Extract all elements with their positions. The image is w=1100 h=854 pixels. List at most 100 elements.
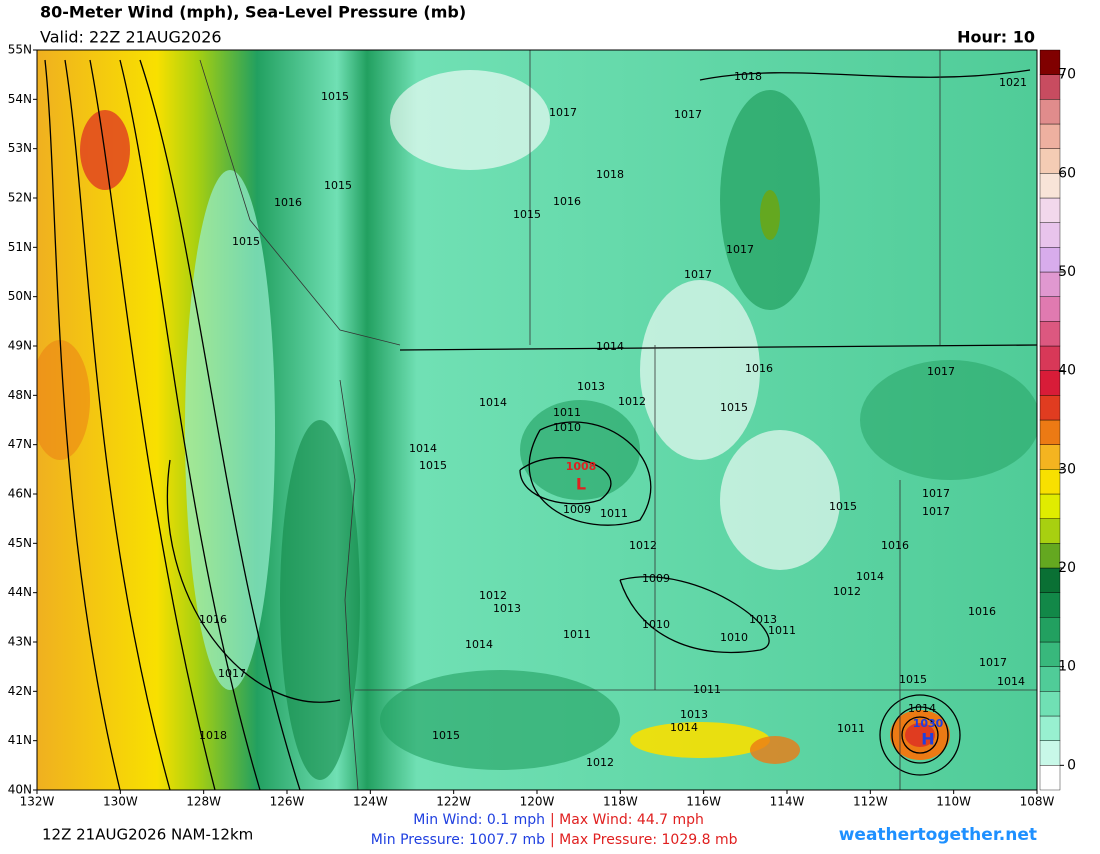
colorbar-swatch [1039, 49, 1061, 75]
colorbar-label: 70 [1058, 67, 1076, 83]
low-pressure: 1008 [566, 460, 597, 473]
isobar-label: 1010 [553, 421, 581, 434]
colorbar-label: 50 [1058, 264, 1076, 280]
lat-label: 48N [8, 388, 32, 402]
lat-label: 42N [8, 684, 32, 698]
isobar-label: 1010 [642, 618, 670, 631]
isobar-label: 1016 [274, 196, 302, 209]
colorbar-swatch [1039, 740, 1061, 766]
isobar-label: 1013 [680, 708, 708, 721]
min-pressure: Min Pressure: 1007.7 mb [371, 832, 545, 848]
colorbar-swatch [1039, 567, 1061, 593]
isobar-label: 1015 [432, 729, 460, 742]
colorbar-label: 0 [1067, 757, 1076, 773]
lat-label: 46N [8, 487, 32, 501]
isobar-label: 1021 [999, 76, 1027, 89]
high-symbol: H [921, 730, 934, 749]
isobar-label: 1010 [720, 631, 748, 644]
colorbar-label: 40 [1058, 363, 1076, 379]
lon-label: 116W [686, 795, 721, 809]
isobar-label: 1015 [324, 179, 352, 192]
colorbar-swatch [1039, 666, 1061, 692]
lon-label: 132W [20, 795, 55, 809]
isobar-label: 1016 [881, 539, 909, 552]
lon-label: 114W [770, 795, 805, 809]
lat-label: 51N [8, 240, 32, 254]
lat-label: 54N [8, 92, 32, 106]
lon-label: 128W [186, 795, 221, 809]
isobar-label: 1014 [670, 721, 698, 734]
lat-label: 41N [8, 733, 32, 747]
isobar-label: 1017 [922, 487, 950, 500]
lat-label: 47N [8, 437, 32, 451]
isobar-label: 1015 [513, 208, 541, 221]
valid-time: Valid: 22Z 21AUG2026 [40, 28, 222, 47]
isobar-label: 1012 [833, 585, 861, 598]
isobar-label: 1012 [479, 589, 507, 602]
colorbar-swatch [1039, 419, 1061, 445]
isobar-label: 1016 [968, 605, 996, 618]
colorbar-swatch [1039, 123, 1061, 149]
title: 80-Meter Wind (mph), Sea-Level Pressure … [40, 3, 466, 22]
colorbar-swatch [1039, 345, 1061, 371]
isobar-label: 1015 [419, 459, 447, 472]
min-wind: Min Wind: 0.1 mph [413, 812, 545, 828]
colorbar-swatch [1039, 370, 1061, 396]
lat-label: 52N [8, 191, 32, 205]
isobar-label: 1017 [218, 667, 246, 680]
colorbar-swatch [1039, 715, 1061, 741]
lon-label: 120W [520, 795, 555, 809]
isobar-label: 1018 [596, 168, 624, 181]
site: weathertogether.net [839, 825, 1037, 845]
isobar-label: 1016 [199, 613, 227, 626]
lon-label: 118W [603, 795, 638, 809]
lon-label: 122W [436, 795, 471, 809]
colorbar-swatch [1039, 296, 1061, 322]
isobar-label: 1014 [908, 702, 936, 715]
colorbar-swatch [1039, 592, 1061, 618]
lat-label: 49N [8, 339, 32, 353]
colorbar-swatch [1039, 641, 1061, 667]
model-run: 12Z 21AUG2026 NAM-12km [42, 826, 253, 844]
lon-label: 124W [353, 795, 388, 809]
colorbar-swatch [1039, 444, 1061, 470]
lat-label: 55N [8, 43, 32, 57]
lat-label: 44N [8, 585, 32, 599]
lat-label: 40N [8, 783, 32, 797]
colorbar-label: 30 [1058, 461, 1076, 477]
lat-label: 53N [8, 141, 32, 155]
isobar-label: 1011 [693, 683, 721, 696]
isobar-label: 1012 [586, 756, 614, 769]
isobar-label: 1012 [629, 539, 657, 552]
isobar-label: 1014 [465, 638, 493, 651]
high-pressure: 1030 [913, 717, 944, 730]
colorbar-swatch [1039, 271, 1061, 297]
colorbar-swatch [1039, 99, 1061, 125]
isobar-label: 1013 [493, 602, 521, 615]
wind-field [37, 50, 1037, 790]
colorbar-swatch [1039, 148, 1061, 174]
lon-label: 110W [936, 795, 971, 809]
isobar-label: 1011 [600, 507, 628, 520]
lon-label: 126W [270, 795, 305, 809]
low-symbol: L [576, 475, 586, 494]
isobar-label: 1017 [674, 108, 702, 121]
isobar-label: 1015 [899, 673, 927, 686]
isobar-label: 1009 [642, 572, 670, 585]
isobars [44, 59, 1037, 790]
max-pressure: | Max Pressure: 1029.8 mb [550, 832, 738, 848]
lon-label: 108W [1020, 795, 1055, 809]
forecast-hour: Hour: 10 [957, 28, 1035, 47]
isobar-label: 1017 [549, 106, 577, 119]
colorbar-swatch [1039, 222, 1061, 248]
isobar-label: 1014 [997, 675, 1025, 688]
colorbar-label: 20 [1058, 560, 1076, 576]
isobar-label: 1015 [321, 90, 349, 103]
isobar-label: 1016 [745, 362, 773, 375]
lon-label: 112W [853, 795, 888, 809]
colorbar-swatch [1039, 493, 1061, 519]
colorbar-swatch [1039, 74, 1061, 100]
colorbar-label: 60 [1058, 165, 1076, 181]
